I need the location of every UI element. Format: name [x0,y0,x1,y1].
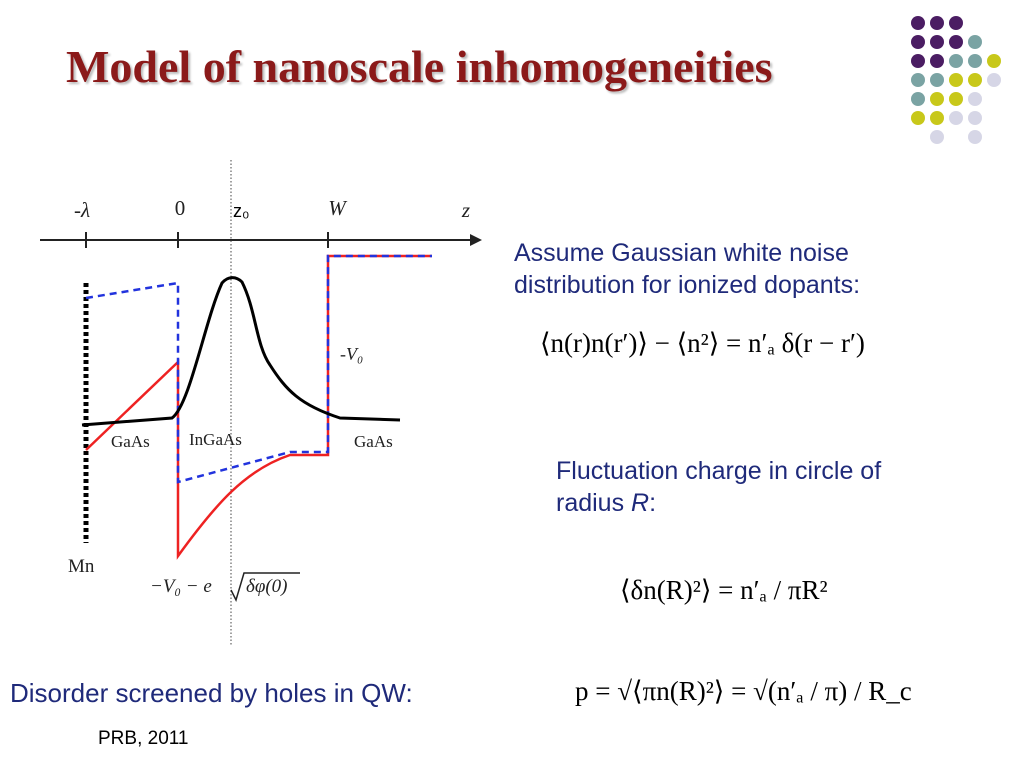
label-zero: 0 [175,196,186,220]
assume-text: Assume Gaussian white noise distribution… [514,237,860,301]
decorative-dot [930,130,944,144]
decorative-dot [968,54,982,68]
decorative-dot [930,16,944,30]
decorative-dot [911,73,925,87]
decorative-dot [968,92,982,106]
assume-line-2: distribution for ionized dopants: [514,271,861,299]
blue-dashed-potential [85,254,432,484]
fluctuation-text: Fluctuation charge in circle of radius R… [556,455,881,519]
decorative-dot [968,73,982,87]
label-bottom-prefix: −V₀ − e [150,576,212,597]
decorative-dot [930,35,944,49]
decorative-dot [930,73,944,87]
decorative-dot [949,92,963,106]
label-ingaas: InGaAs [189,430,242,449]
decorative-dot [987,54,1001,68]
decorative-dot [930,92,944,106]
formula-white-noise: ⟨n(r)n(r′)⟩ − ⟨n²⟩ = n′ₐ δ(r − r′) [540,328,865,358]
decorative-dot [930,54,944,68]
label-z: z [461,198,470,222]
assume-line-1: Assume Gaussian white noise [514,239,849,267]
decorative-dot [930,111,944,125]
decorative-dot [949,35,963,49]
label-gaas-left: GaAs [111,432,150,451]
decorative-dot [968,35,982,49]
decorative-dot [968,111,982,125]
decorative-dot [987,73,1001,87]
label-mn: Mn [68,556,95,577]
band-diagram: -λ 0 z₀ W z GaAs InGaAs GaAs -V₀ Mn −V₀ … [40,160,482,645]
decorative-dot [949,16,963,30]
formula-screening: p = √⟨πn(R)²⟩ = √(n′ₐ / π) / R_c [575,676,912,706]
label-minus-lambda: -λ [74,198,90,222]
valence-band-red-curve [85,254,432,560]
decorative-dot [949,111,963,125]
formula-fluctuation: ⟨δn(R)²⟩ = n′ₐ / πR² [620,575,828,605]
slide-title: Model of nanoscale inhomogeneities [66,41,773,92]
label-gaas-right: GaAs [354,432,393,451]
decorative-dot-grid [911,16,1001,144]
label-minus-v0: -V₀ [340,344,363,364]
disorder-text: Disorder screened by holes in QW: [10,678,413,708]
fluct-line-2: radius R: [556,489,657,517]
decorative-dot [911,35,925,49]
fluct-line-1: Fluctuation charge in circle of [556,457,882,485]
decorative-dot [968,130,982,144]
source-citation: PRB, 2011 [98,728,189,749]
sqrt-radical [230,572,300,603]
label-z0: z₀ [233,201,249,221]
decorative-dot [911,16,925,30]
label-w: W [328,196,348,220]
z-axis-arrow [470,234,482,246]
decorative-dot [949,54,963,68]
decorative-dot [911,111,925,125]
decorative-dot [949,73,963,87]
hole-density-black-curve [81,276,401,427]
decorative-dot [911,54,925,68]
decorative-dot [911,92,925,106]
label-bottom-root: δφ(0) [246,576,288,597]
